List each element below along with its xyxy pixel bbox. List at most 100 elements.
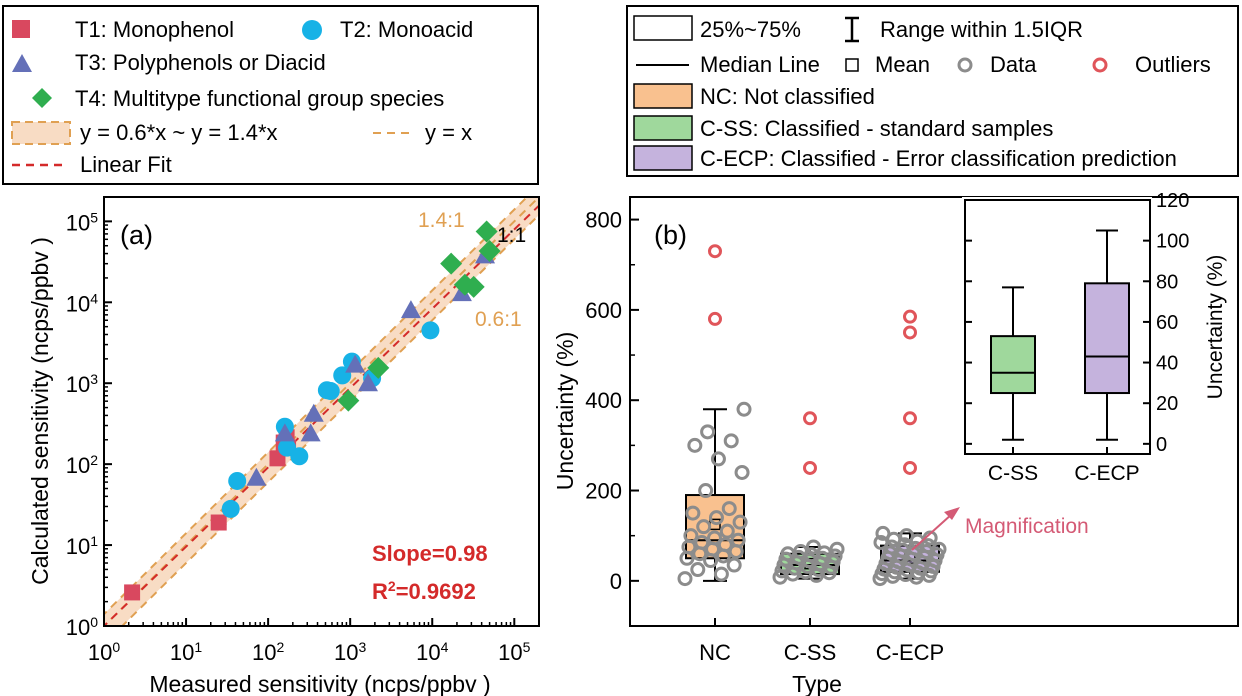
legend-median-label: Median Line xyxy=(700,52,820,77)
data-point xyxy=(730,532,746,548)
data-point xyxy=(696,519,712,535)
t4-point xyxy=(367,356,390,379)
y-tick-label: 105 xyxy=(66,209,98,235)
x-tick-label: 105 xyxy=(498,639,530,665)
x-tick-label: C-ECP xyxy=(876,640,944,665)
legend-data-marker xyxy=(957,57,973,73)
legend-a: T1: Monophenol T2: Monoacid T3: Polyphen… xyxy=(2,5,539,185)
data-point xyxy=(717,537,733,553)
data-point xyxy=(886,531,902,547)
x-axis-title-b: Type xyxy=(792,671,842,696)
box-plots xyxy=(677,244,947,587)
inset-x-tick-label: C-ECP xyxy=(1074,462,1139,485)
ratio-one-label: 1:1 xyxy=(497,224,526,247)
t4-point xyxy=(337,389,360,412)
axis-ticks-a: 100 101 102 103 104 105 100 101 102 103 104 105 xyxy=(66,196,540,665)
legend-yx-label: y = x xyxy=(425,120,472,145)
y-tick-label: 800 xyxy=(585,208,622,233)
data-point xyxy=(726,557,742,573)
legend-range-marker xyxy=(845,16,859,43)
legend-cecp-marker xyxy=(633,145,693,171)
x-tick-label: 104 xyxy=(416,639,448,665)
data-point xyxy=(723,433,739,449)
ratio-low-label: 0.6:1 xyxy=(475,308,522,331)
inset-box-C-ECP xyxy=(1084,282,1130,395)
t3-point xyxy=(303,403,324,422)
y-tick-label: 400 xyxy=(585,388,622,413)
t2-point xyxy=(421,321,440,340)
t3-point xyxy=(246,467,267,486)
ratio-high-label: 1.4:1 xyxy=(418,209,465,232)
data-point xyxy=(734,464,750,480)
inset-plot: 0 20 40 60 80 100 120 C-SS C-ECP Uncertainty (%) xyxy=(962,190,1227,485)
inset-ticks: 0 20 40 60 80 100 120 C-SS C-ECP xyxy=(965,190,1189,485)
t2-point xyxy=(290,447,309,466)
legend-nc-label: NC: Not classified xyxy=(700,84,875,109)
t1-point xyxy=(124,584,141,601)
outlier-point xyxy=(903,309,917,324)
data-point xyxy=(700,424,716,440)
outlier-point xyxy=(708,244,722,259)
t3-point xyxy=(400,300,421,319)
t2-point xyxy=(221,499,240,518)
data-point xyxy=(708,510,724,526)
legend-nc-marker xyxy=(633,83,693,109)
x-tick-label: NC xyxy=(699,640,731,665)
data-point xyxy=(732,514,748,530)
t1-point xyxy=(210,514,227,531)
legend-css-marker xyxy=(633,115,693,141)
data-point xyxy=(690,562,706,578)
plot-frame-a xyxy=(103,196,540,627)
data-point xyxy=(829,541,845,557)
legend-data-label: Data xyxy=(990,52,1037,77)
t4-point xyxy=(478,240,501,263)
y-tick-label: 600 xyxy=(585,298,622,323)
y-tick-label: 200 xyxy=(585,479,622,504)
y-tick-label: 101 xyxy=(66,533,98,559)
panel-a-label: (a) xyxy=(120,220,153,250)
data-point xyxy=(713,566,729,582)
legend-t2-label: T2: Monoacid xyxy=(340,17,473,42)
legend-range-label: Range within 1.5IQR xyxy=(880,17,1083,42)
data-point xyxy=(816,545,832,561)
data-point xyxy=(721,501,737,517)
legend-band-label: y = 0.6*x ~ y = 1.4*x xyxy=(80,120,278,145)
t4-point xyxy=(462,275,485,298)
y-tick-label: 103 xyxy=(66,371,98,397)
x-tick-label: 100 xyxy=(88,639,120,665)
data-point xyxy=(899,528,915,544)
data-point xyxy=(677,571,693,587)
inset-y-tick-label: 0 xyxy=(1156,434,1167,456)
x-axis-title-a: Measured sensitivity (ncps/ppbv ) xyxy=(149,671,490,696)
x-tick-label: 101 xyxy=(170,639,202,665)
inset-y-axis-title: Uncertainty (%) xyxy=(1204,255,1227,400)
t3-point xyxy=(358,373,379,392)
magnification-label: Magnification xyxy=(965,515,1089,538)
y-axis-title-b: Uncertainty (%) xyxy=(552,332,578,490)
legend-outlier-marker xyxy=(1092,57,1108,73)
data-point xyxy=(805,539,821,555)
y-axis-title-a: Calculated sensitivity (ncps/ppbv ) xyxy=(27,237,53,585)
legend-t1-label: T1: Monophenol xyxy=(75,17,234,42)
inset-y-tick-label: 80 xyxy=(1156,271,1178,293)
inset-box-C-SS xyxy=(990,335,1036,395)
data-point xyxy=(875,525,891,541)
t4-point xyxy=(440,252,463,275)
outlier-point xyxy=(803,411,817,426)
t3-point xyxy=(274,423,295,442)
x-tick-label: 102 xyxy=(252,639,284,665)
t3-point xyxy=(300,423,321,442)
legend-t3-marker xyxy=(12,54,32,72)
legend-mean-label: Mean xyxy=(875,52,930,77)
y-tick-label: 104 xyxy=(66,290,98,316)
data-point xyxy=(736,401,752,417)
x-tick-label: C-SS xyxy=(784,640,837,665)
data-point xyxy=(687,437,703,453)
slope-annotation: Slope=0.98 xyxy=(372,541,488,566)
legend-iqr-label: 25%~75% xyxy=(700,17,801,42)
inset-boxes xyxy=(990,229,1130,441)
data-point xyxy=(694,534,710,550)
t3-point xyxy=(345,354,366,373)
